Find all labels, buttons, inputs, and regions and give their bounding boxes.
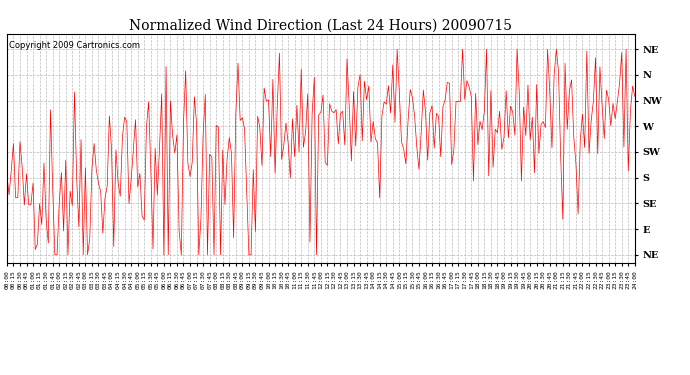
Text: Copyright 2009 Cartronics.com: Copyright 2009 Cartronics.com: [9, 40, 140, 50]
Title: Normalized Wind Direction (Last 24 Hours) 20090715: Normalized Wind Direction (Last 24 Hours…: [129, 19, 513, 33]
